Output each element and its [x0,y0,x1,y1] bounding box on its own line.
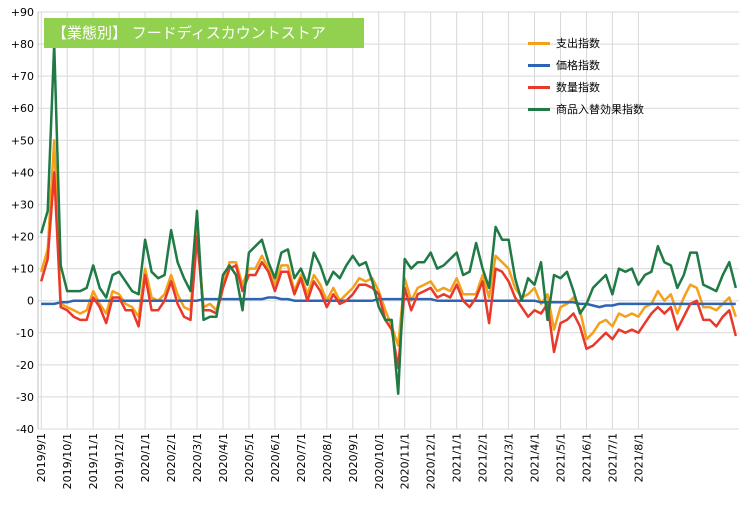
x-axis-tick-labels: 2019/9/1 2019/10/1 2019/11/1 2019/12/1 2020/… [35,433,645,489]
legend-swatch-quantity [528,85,550,89]
y-tick-label: 0 [27,295,34,308]
y-tick-label: +90 [11,6,34,19]
x-tick-label: 2021/6/1 [580,433,593,482]
x-tick-label: 2020/7/1 [295,433,308,482]
legend-label-quantity: 数量指数 [556,81,600,94]
x-tick-label: 2020/12/1 [425,433,438,489]
x-tick-label: 2021/2/1 [477,433,490,482]
series-line-price [41,296,736,309]
x-tick-label: 2019/9/1 [35,433,48,482]
x-tick-label: 2019/10/1 [61,433,74,489]
legend-swatch-substitution [528,107,550,111]
x-tick-label: 2021/5/1 [555,433,568,482]
series-line-substitution [39,42,738,395]
y-tick-label: -10 [16,327,34,340]
chart-title: 【業態別】 フードディスカウントストア [44,18,364,48]
gridlines [37,11,739,430]
legend-swatch-price [528,63,550,67]
y-tick-label: -30 [16,391,34,404]
y-tick-label: +20 [11,231,34,244]
x-tick-label: 2020/9/1 [347,433,360,482]
series-lines [39,42,738,395]
x-tick-label: 2020/5/1 [243,433,256,482]
x-tick-label: 2021/1/1 [451,433,464,482]
y-tick-label: +10 [11,263,34,276]
x-tick-label: 2020/10/1 [373,433,386,489]
x-tick-label: 2020/1/1 [139,433,152,482]
x-tick-label: 2020/8/1 [321,433,334,482]
x-tick-label: 2019/12/1 [113,433,126,489]
legend-item-spending: 支出指数 [528,32,644,54]
legend-item-quantity: 数量指数 [528,76,644,98]
x-tick-label: 2019/11/1 [87,433,100,489]
x-tick-label: 2021/3/1 [503,433,516,482]
x-tick-label: 2020/11/1 [399,433,412,489]
legend: 支出指数 価格指数 数量指数 商品入替効果指数 [528,32,644,120]
x-tick-label: 2020/3/1 [191,433,204,482]
legend-item-price: 価格指数 [528,54,644,76]
x-tick-label: 2020/2/1 [165,433,178,482]
legend-item-substitution: 商品入替効果指数 [528,98,644,120]
y-tick-label: +70 [11,70,34,83]
x-tick-label: 2021/8/1 [632,433,645,482]
y-tick-label: +30 [11,198,34,211]
y-tick-label: +40 [11,166,34,179]
legend-label-substitution: 商品入替効果指数 [556,103,644,116]
legend-label-spending: 支出指数 [556,37,600,50]
y-tick-label: -20 [16,359,34,372]
x-tick-label: 2020/4/1 [217,433,230,482]
x-tick-label: 2021/7/1 [606,433,619,482]
y-tick-label: +60 [11,102,34,115]
y-tick-label: -40 [16,423,34,436]
x-tick-label: 2020/6/1 [269,433,282,482]
legend-label-price: 価格指数 [556,59,600,72]
legend-swatch-spending [528,41,550,45]
y-tick-label: +80 [11,38,34,51]
y-tick-label: +50 [11,134,34,147]
series-line-quantity [39,171,738,370]
y-axis-tick-labels: +90 +80 +70 +60 +50 +40 +30 +20 +10 0 -10 -20 -30 -40 [11,6,34,436]
x-tick-label: 2021/4/1 [529,433,542,482]
